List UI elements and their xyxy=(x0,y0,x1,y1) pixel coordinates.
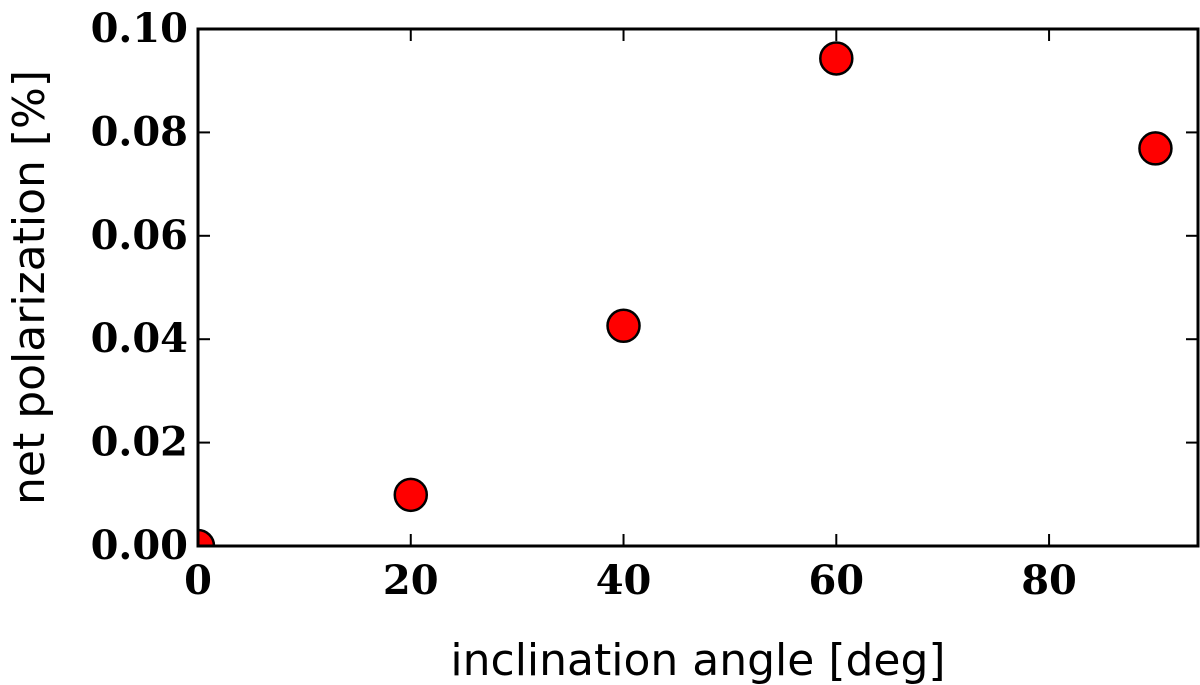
y-tick-label: 0.02 xyxy=(91,419,188,466)
data-point xyxy=(198,528,216,546)
y-axis-label: net polarization [%] xyxy=(4,70,55,505)
plot-frame xyxy=(196,27,1200,548)
x-tick-label: 80 xyxy=(1021,557,1077,604)
x-tick-label: 40 xyxy=(596,557,652,604)
x-axis-ticks: 0 20 40 60 80 xyxy=(184,29,1077,604)
x-tick-label: 0 xyxy=(184,557,212,604)
x-axis-label: inclination angle [deg] xyxy=(450,635,945,685)
y-tick-label: 0.06 xyxy=(91,212,188,259)
data-points xyxy=(198,41,1173,546)
data-point xyxy=(819,41,854,76)
data-point xyxy=(393,477,429,513)
data-point xyxy=(1138,131,1173,166)
y-axis-ticks: 0.00 0.02 0.04 0.06 0.08 0.10 xyxy=(91,5,1198,569)
x-tick-label: 20 xyxy=(383,557,439,604)
y-tick-label: 0.00 xyxy=(91,522,188,569)
data-point xyxy=(606,308,641,344)
y-tick-label: 0.04 xyxy=(91,315,188,362)
x-tick-label: 60 xyxy=(808,557,864,604)
y-tick-label: 0.10 xyxy=(91,5,188,52)
y-tick-label: 0.08 xyxy=(91,108,188,155)
